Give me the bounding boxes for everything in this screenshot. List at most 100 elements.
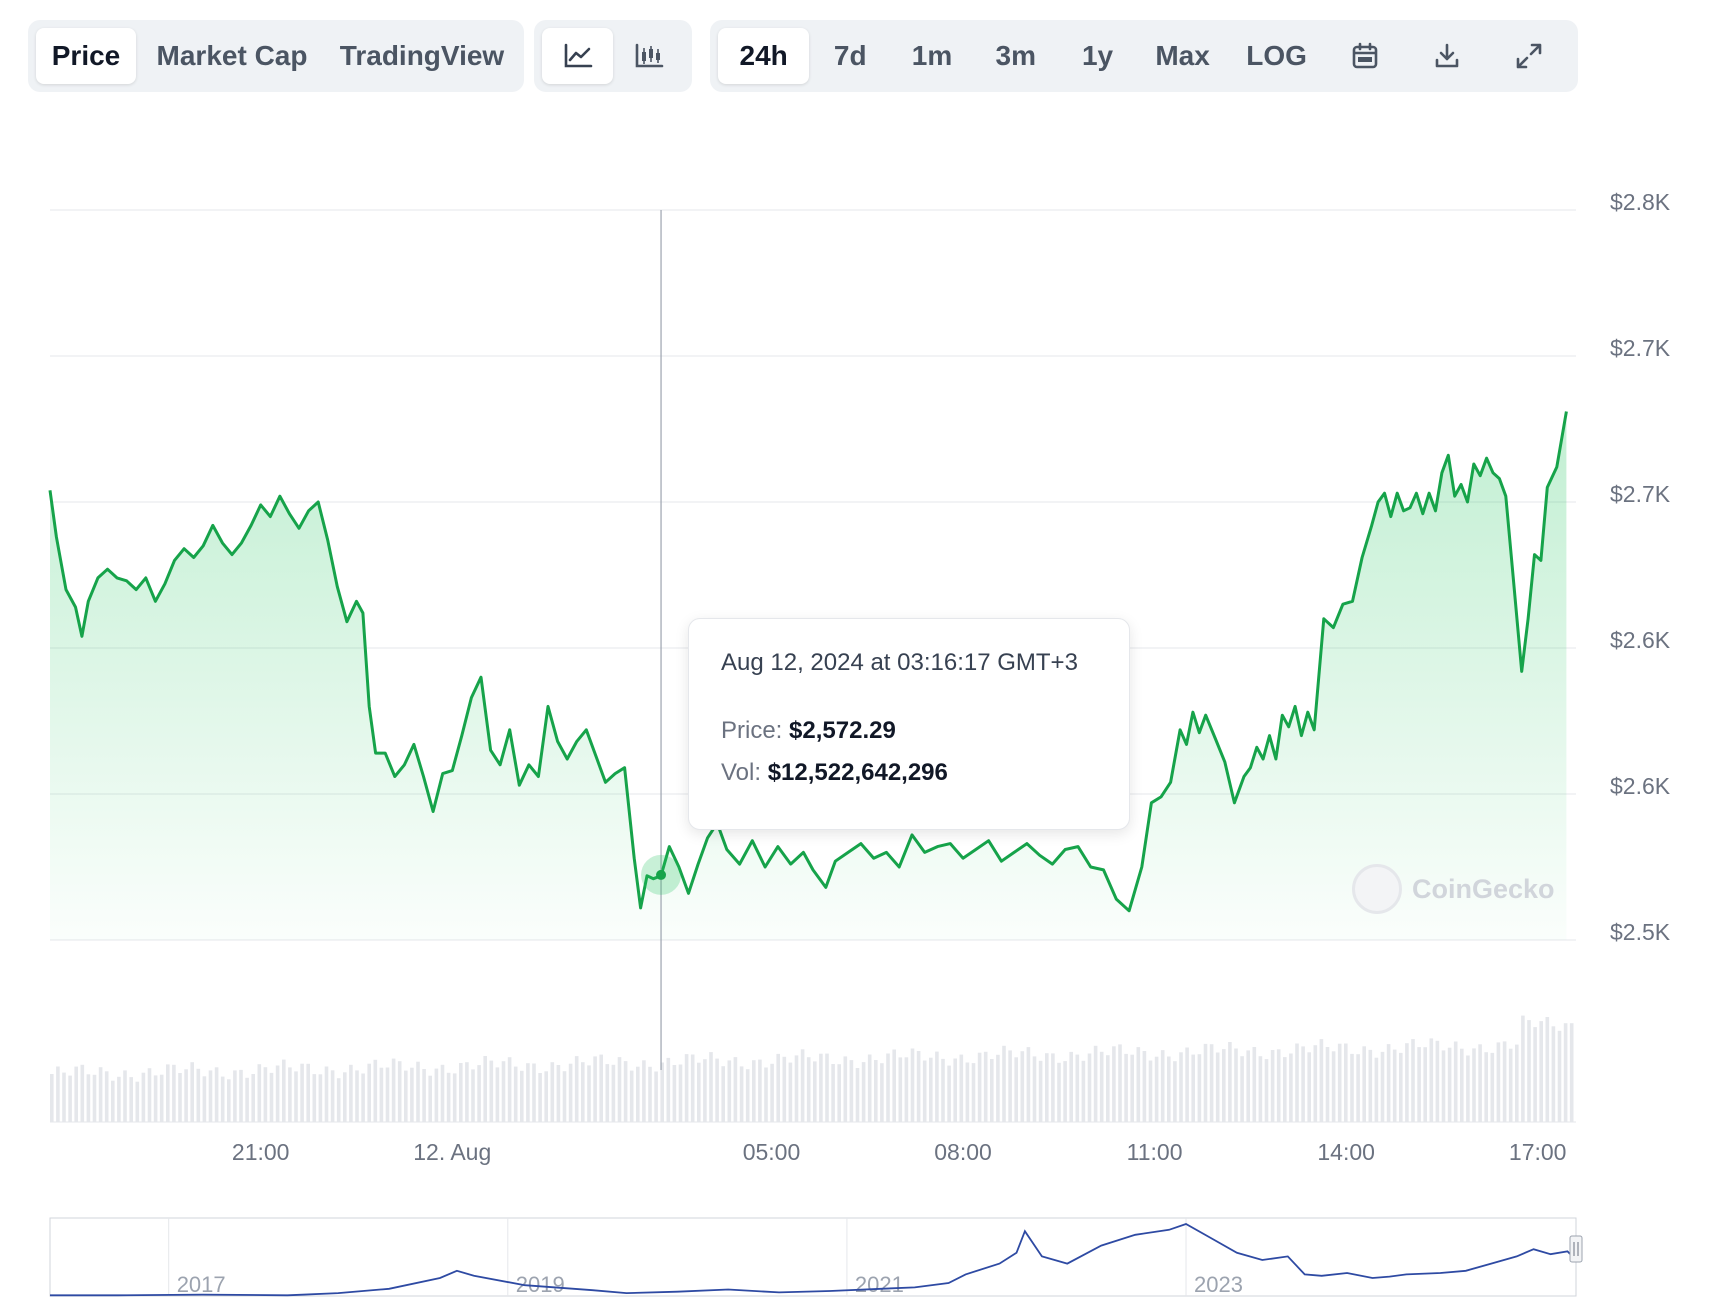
volume-bar: [593, 1056, 597, 1122]
volume-bar: [727, 1060, 732, 1122]
volume-bar: [379, 1067, 384, 1122]
y-tick-label: $2.6K: [1610, 773, 1671, 799]
volume-bar: [1038, 1060, 1043, 1122]
y-tick-label: $2.7K: [1610, 335, 1671, 361]
volume-bar: [1222, 1049, 1226, 1122]
tab-market-cap[interactable]: Market Cap: [156, 40, 308, 71]
volume-bar: [1173, 1061, 1177, 1122]
tab-log[interactable]: LOG: [1246, 40, 1307, 71]
calendar-icon: [1353, 42, 1378, 69]
download-button[interactable]: [1406, 28, 1488, 84]
volume-bar: [1527, 1020, 1531, 1122]
tab-max[interactable]: Max: [1155, 40, 1210, 71]
volume-bar: [373, 1059, 378, 1122]
volume-bar: [202, 1076, 207, 1122]
volume-bar: [636, 1066, 640, 1122]
navigator-series-line: [50, 1223, 1577, 1297]
line-chart-button[interactable]: [542, 28, 613, 84]
navigator-tick-label: 2021: [855, 1272, 904, 1297]
volume-bar: [477, 1065, 481, 1122]
x-tick-label: 08:00: [934, 1139, 992, 1165]
navigator-handle[interactable]: [1569, 1235, 1583, 1263]
volume-bar: [257, 1064, 262, 1122]
candlestick-chart-button[interactable]: [613, 28, 684, 84]
volume-bar: [288, 1067, 292, 1122]
volume-bar: [434, 1068, 439, 1122]
volume-bar: [263, 1067, 268, 1122]
volume-bar: [336, 1078, 341, 1122]
volume-bar: [1276, 1049, 1281, 1122]
tab-7d[interactable]: 7d: [833, 40, 867, 71]
volume-bar: [1087, 1053, 1092, 1122]
volume-bar: [1319, 1039, 1324, 1122]
volume-bar: [922, 1060, 927, 1122]
y-tick-label: $2.7K: [1610, 481, 1671, 507]
volume-bar: [983, 1051, 988, 1122]
volume-bar: [1051, 1053, 1055, 1122]
volume-bar: [611, 1064, 616, 1122]
tab-tradingview[interactable]: TradingView: [339, 40, 505, 71]
volume-bar: [220, 1076, 225, 1122]
volume-bar: [1197, 1054, 1202, 1122]
volume-bar: [666, 1057, 671, 1122]
volume-bar: [1093, 1045, 1098, 1122]
volume-bar: [172, 1064, 176, 1122]
fullscreen-button[interactable]: [1488, 28, 1570, 84]
volume-bar: [1441, 1050, 1446, 1122]
tab-1y[interactable]: 1y: [1081, 40, 1114, 71]
x-tick-label: 14:00: [1317, 1139, 1375, 1165]
tab-price[interactable]: Price: [36, 28, 136, 84]
tooltip-date: Aug 12, 2024 at 03:16:17 GMT+3: [721, 649, 1078, 676]
volume-bar: [990, 1059, 994, 1122]
y-tick-label: $2.5K: [1610, 919, 1671, 945]
tab-24h[interactable]: 24h: [718, 28, 810, 84]
volume-bar: [1185, 1047, 1189, 1122]
volume-bar: [1325, 1047, 1330, 1122]
volume-bar: [330, 1070, 335, 1122]
volume-bar: [1496, 1042, 1501, 1122]
volume-bar: [1228, 1042, 1232, 1122]
volume-bar: [1405, 1043, 1409, 1122]
tab-3m[interactable]: 3m: [995, 40, 1036, 71]
price-tooltip: Aug 12, 2024 at 03:16:17 GMT+3 Price: $2…: [688, 618, 1130, 830]
navigator[interactable]: 2017 2019 2021 2023: [49, 1217, 1583, 1297]
volume-bar: [532, 1063, 536, 1122]
volume-bar: [996, 1054, 1000, 1122]
volume-bar: [501, 1061, 506, 1122]
volume-bar: [1551, 1026, 1556, 1122]
volume-bar: [1466, 1055, 1470, 1122]
volume-bar: [1069, 1051, 1073, 1122]
volume-bar: [1270, 1050, 1275, 1122]
volume-bar: [98, 1067, 103, 1122]
volume-bar: [355, 1070, 359, 1122]
volume-bar: [764, 1067, 768, 1122]
volume-bar: [556, 1065, 561, 1122]
volume-bar: [1142, 1051, 1147, 1122]
volume-bar: [397, 1061, 402, 1122]
volume-bar: [1508, 1048, 1513, 1122]
volume-bar: [1563, 1023, 1568, 1122]
volume-bar: [1124, 1053, 1128, 1122]
volume-bar: [507, 1057, 512, 1122]
volume-bar: [1289, 1053, 1293, 1122]
y-tick-label: $2.8K: [1610, 189, 1671, 215]
volume-bar: [1521, 1015, 1525, 1122]
download-icon: [1435, 43, 1459, 68]
volume-bar: [770, 1063, 774, 1122]
volume-bar: [495, 1067, 500, 1122]
chart-type-group: [534, 20, 692, 92]
volume-bar: [935, 1051, 939, 1122]
volume-bar: [1435, 1040, 1440, 1122]
tooltip-price-row: Price: $2,572.29: [721, 717, 1097, 745]
volume-bar: [1234, 1048, 1238, 1122]
fullscreen-icon: [1516, 43, 1542, 69]
volume-bar: [227, 1079, 231, 1122]
calendar-button[interactable]: [1325, 28, 1407, 84]
volume-bar: [1191, 1054, 1195, 1122]
tab-1m[interactable]: 1m: [911, 40, 953, 71]
volume-bar: [190, 1062, 194, 1122]
volume-bar: [1264, 1059, 1269, 1122]
volume-bar: [391, 1058, 396, 1122]
navigator-frame: [49, 1217, 1577, 1297]
